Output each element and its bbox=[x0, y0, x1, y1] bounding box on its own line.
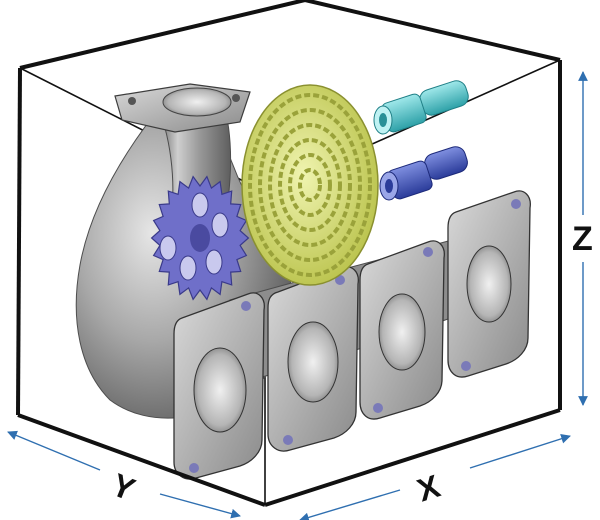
z-axis-label: Z bbox=[572, 220, 593, 258]
manifold-top-opening bbox=[162, 87, 232, 117]
port-flange bbox=[447, 190, 531, 378]
blue-pipe-fitting bbox=[379, 146, 468, 201]
port-flange bbox=[267, 266, 359, 452]
x-dimension-arrow bbox=[299, 434, 571, 520]
y-axis-label: Y bbox=[107, 466, 140, 507]
exhaust-manifold bbox=[75, 83, 531, 480]
y-dimension-arrow bbox=[7, 430, 241, 519]
port-flange bbox=[173, 292, 265, 480]
flange-bolt-hole bbox=[128, 97, 136, 105]
x-axis-label: X bbox=[413, 467, 445, 508]
flange-bolt-hole bbox=[232, 94, 240, 102]
spiral-spring-disc bbox=[241, 84, 379, 286]
spur-gear bbox=[150, 175, 250, 301]
port-flange bbox=[359, 240, 445, 420]
cyan-pipe-fitting bbox=[373, 80, 469, 135]
build-box-front-edges bbox=[16, 0, 562, 507]
